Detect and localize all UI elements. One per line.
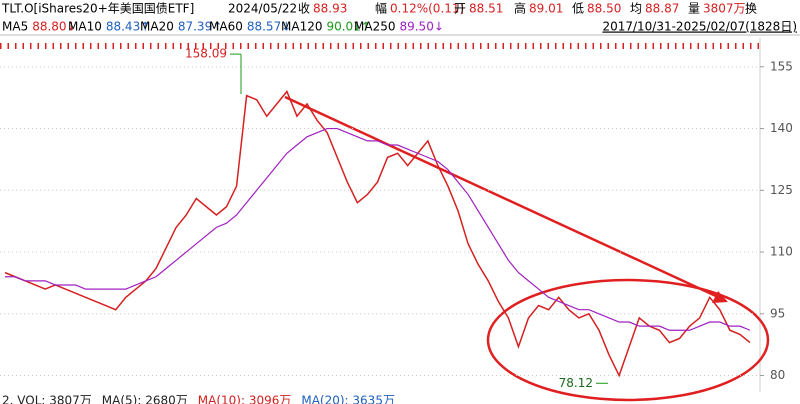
field-label: 量 [688, 2, 700, 16]
ma-label: MA10 [68, 20, 102, 34]
y-tick-label: 80 [770, 368, 785, 382]
field-label: 换 [745, 2, 757, 16]
ma-value: 90.01↑ [326, 20, 370, 34]
ma-label: MA5 [2, 20, 28, 34]
field-value: 88.51 [469, 2, 503, 16]
ma-label: MA250 [354, 20, 395, 34]
field-label: 收 [298, 2, 310, 16]
y-tick-label: 125 [770, 183, 793, 197]
highlight-ellipse [486, 278, 770, 402]
field-value: 88.93 [313, 2, 347, 16]
y-tick-label: 95 [770, 306, 785, 320]
volume-text: MA(5): 2680万 [102, 394, 188, 404]
ma-value: 89.50↓ [399, 20, 443, 34]
field-label: 均 [630, 2, 642, 16]
ma-label: MA120 [281, 20, 322, 34]
field-value: 88.87 [645, 2, 679, 16]
y-tick-label: 155 [770, 59, 793, 73]
ma-value: 87.39↑ [178, 20, 222, 34]
arrow-head [712, 291, 728, 303]
trend-arrow [284, 95, 719, 299]
ma-value: 88.43↑ [106, 20, 150, 34]
annotation: 158.09 [185, 47, 227, 61]
field-value: 89.01 [529, 2, 563, 16]
date-range: 2017/10/31-2025/02/07(1828日) [602, 20, 797, 34]
field-label: 低 [572, 2, 584, 16]
price-line [4, 90, 751, 378]
ma-value: 88.80↓ [32, 20, 76, 34]
annotation: 78.12 [559, 376, 593, 390]
y-tick-label: 110 [770, 245, 793, 259]
y-tick-label: 140 [770, 121, 793, 135]
date: 2024/05/22 [228, 2, 297, 16]
field-label: 高 [514, 1, 526, 16]
field-label: 开 [454, 2, 466, 16]
ma-label: MA60 [209, 20, 243, 34]
field-value: 88.50 [587, 2, 621, 16]
ma-label: MA20 [140, 20, 174, 34]
field-label: 幅 [375, 1, 387, 16]
volume-text: MA(10): 3096万 [198, 394, 292, 404]
volume-text: MA(20): 3635万 [301, 394, 395, 404]
field-value: 0.12%(0.11) [390, 2, 464, 16]
ma-value: 88.57↓ [247, 20, 291, 34]
symbol: TLT.O[iShares20+年美国国债ETF] [1, 2, 194, 16]
volume-text: 2. VOL: 3807万 [2, 394, 92, 404]
field-value: 3807万 [703, 2, 746, 16]
price-line [5, 127, 751, 331]
